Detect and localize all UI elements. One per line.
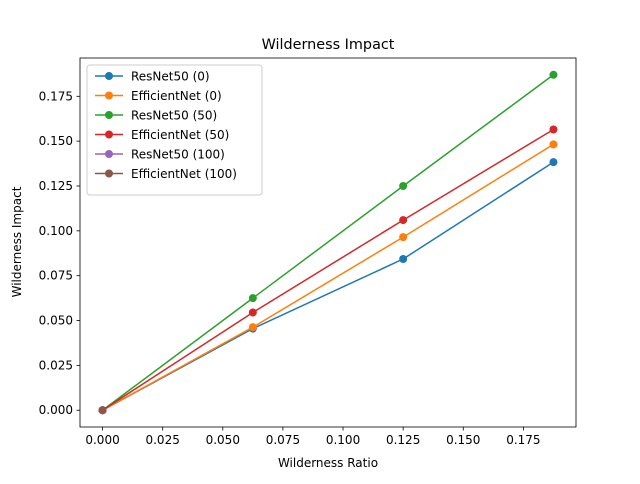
y-tick-label: 0.025 [39, 358, 73, 372]
data-point [549, 140, 558, 149]
series-line-3 [102, 128, 554, 411]
plot-frame [79, 57, 577, 428]
series-layer [98, 70, 558, 415]
x-tick-label: 0.175 [506, 433, 540, 447]
series-line-1 [102, 143, 554, 411]
legend-swatch-marker [105, 169, 113, 178]
chart-title: Wilderness Impact [262, 37, 395, 53]
x-tick-label: 0.125 [386, 433, 420, 447]
legend-label: EfficientNet (0) [131, 89, 222, 103]
x-axis-label: Wilderness Ratio [278, 456, 378, 470]
data-point [399, 181, 408, 190]
data-point [98, 406, 107, 415]
legend-label: ResNet50 (50) [131, 109, 217, 123]
x-tick-label: 0.150 [446, 433, 480, 447]
legend-label: EfficientNet (50) [131, 128, 229, 142]
data-point [248, 308, 257, 317]
x-tick-label: 0.050 [206, 433, 240, 447]
legend-box [86, 64, 263, 196]
legend-swatch-marker [105, 150, 113, 158]
data-point [399, 216, 408, 225]
y-tick-label: 0.125 [39, 179, 73, 193]
y-tick-label: 0.150 [39, 134, 73, 148]
data-point [248, 323, 257, 332]
y-tick-label: 0.075 [39, 269, 73, 283]
series-line-2 [102, 74, 554, 411]
y-tick-label: 0.050 [39, 314, 73, 328]
legend-label: ResNet50 (0) [131, 70, 210, 84]
y-tick-label: 0.100 [39, 224, 73, 238]
x-tick-label: 0.100 [326, 433, 360, 447]
data-point [399, 255, 408, 264]
legend-swatch-marker [105, 130, 113, 139]
x-tick-label: 0.025 [145, 433, 179, 447]
legend-swatch-marker [105, 111, 113, 119]
legend: ResNet50 (0) EfficientNet (0) ResNet50 (50… [86, 64, 263, 196]
y-tick-label: 0.000 [39, 403, 73, 417]
legend-swatch-marker [105, 91, 113, 100]
legend-label: ResNet50 (100) [131, 148, 225, 162]
x-tick-label: 0.000 [85, 433, 119, 447]
data-point [549, 158, 558, 167]
x-axis-ticks: 0.000 0.025 0.050 0.075 0.100 0.125 0.150 0.175 [85, 427, 541, 447]
legend-label: EfficientNet (100) [131, 167, 237, 181]
legend-swatch-marker [105, 72, 113, 80]
data-point [248, 294, 257, 303]
data-point [549, 125, 558, 134]
data-point [399, 233, 408, 242]
y-axis-label: Wilderness Impact [10, 186, 24, 297]
x-tick-label: 0.075 [266, 433, 300, 447]
y-tick-label: 0.175 [39, 89, 73, 103]
data-point [549, 70, 558, 79]
y-axis-ticks: 0.000 0.025 0.050 0.075 0.100 0.125 0.150 0.175 [39, 89, 80, 417]
